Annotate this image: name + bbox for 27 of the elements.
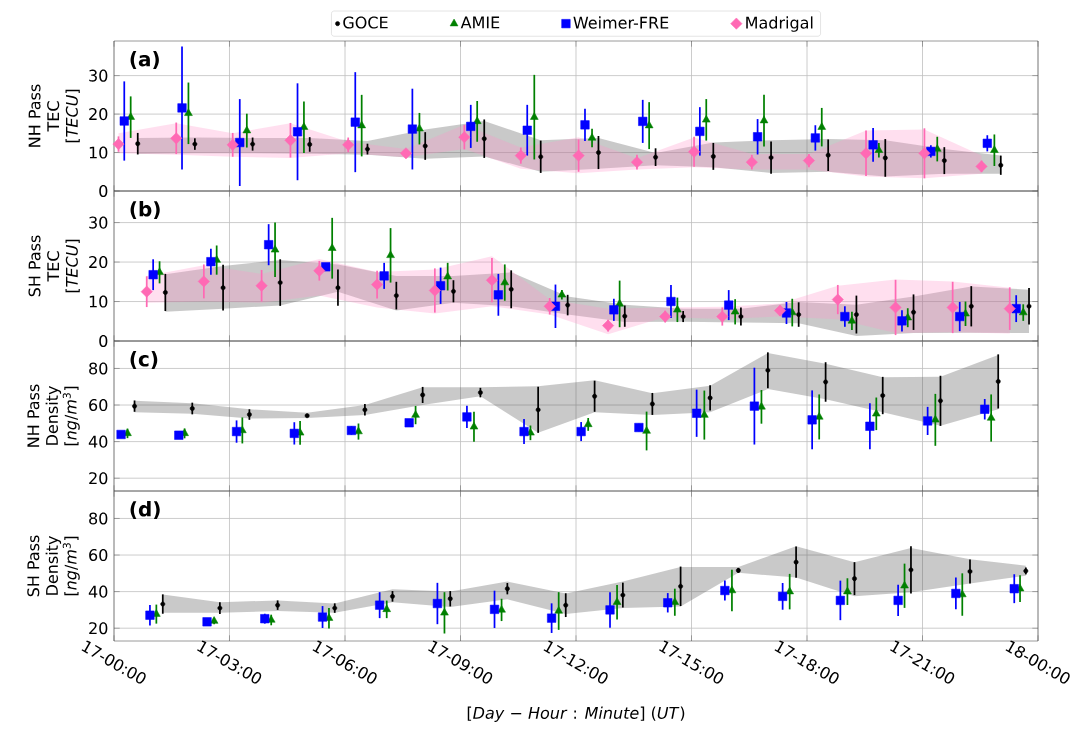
y-tick-label: 10 <box>89 295 108 308</box>
legend-label: GOCE <box>343 16 388 29</box>
legend-label: Madrigal <box>746 16 813 32</box>
y-tick-label: 20 <box>89 108 108 121</box>
y-tick-label: 20 <box>89 472 108 485</box>
annotation: (d) <box>130 501 160 519</box>
y-axis-title: NH Pass TEC [TECU] <box>28 84 80 147</box>
y-tick-label: 20 <box>89 256 108 269</box>
y-tick-label: 60 <box>89 548 108 562</box>
y-tick-label: 20 <box>89 622 108 635</box>
y-tick-label: 60 <box>89 398 108 412</box>
y-tick-label: 30 <box>89 216 108 229</box>
text: [Day − Hour : Minute] (UT) <box>467 706 685 723</box>
y-tick-label: 30 <box>89 69 108 82</box>
y-tick-label: 40 <box>88 585 108 598</box>
y-tick-label: 10 <box>89 146 108 159</box>
y-tick-label: 0 <box>99 184 108 198</box>
y-tick-label: 80 <box>89 512 108 525</box>
annotation: (b) <box>130 201 160 219</box>
y-tick-label: 0 <box>99 334 108 348</box>
legend-label: Weimer-FRE <box>573 16 669 29</box>
y-tick-label: 80 <box>89 362 108 375</box>
annotation: (a) <box>130 51 159 69</box>
y-axis-title: SH Pass TEC [TECU] <box>28 235 80 297</box>
legend-label: AMIE <box>460 16 500 29</box>
y-tick-label: 40 <box>88 435 108 448</box>
annotation: (c) <box>130 351 158 369</box>
